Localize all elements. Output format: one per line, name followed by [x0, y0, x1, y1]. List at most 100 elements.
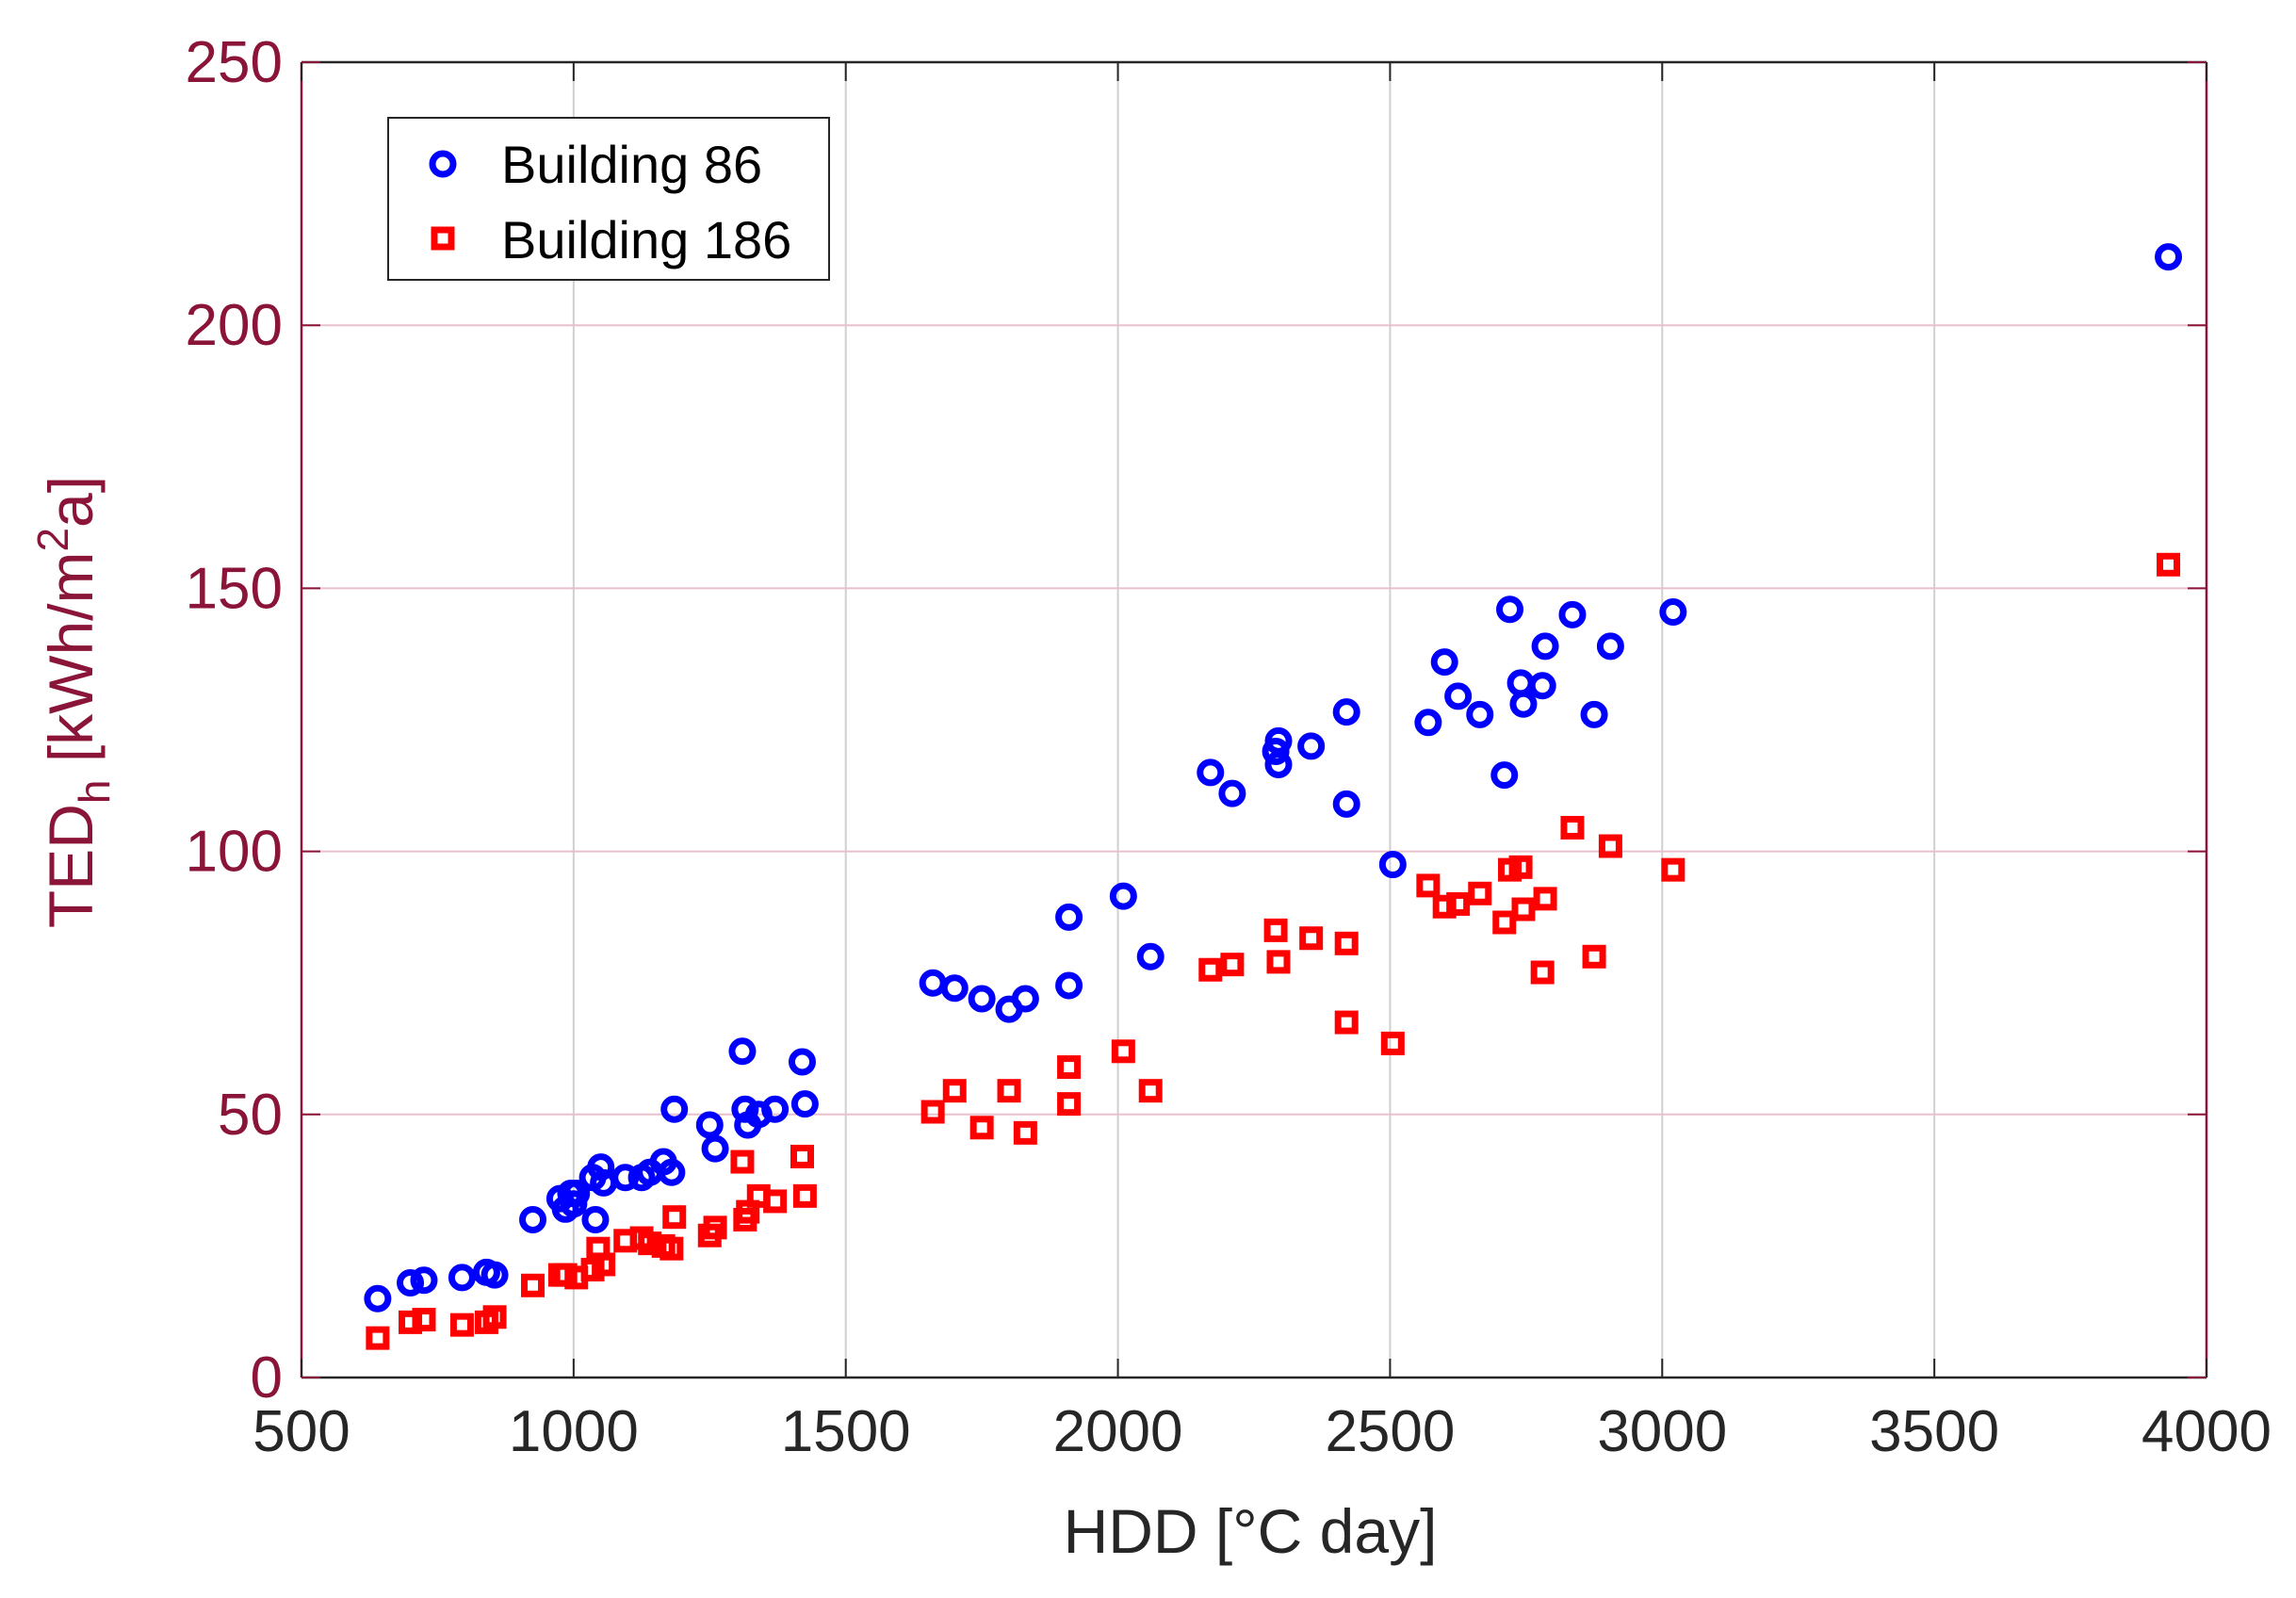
legend-label-building-186: Building 186	[501, 210, 791, 269]
data-point-building-186	[1416, 873, 1441, 898]
y-tick-label: 250	[186, 30, 283, 95]
data-point-building-186	[703, 1215, 727, 1240]
y-tick-label: 200	[186, 293, 283, 358]
data-point-building-86	[1332, 698, 1360, 726]
data-point-building-186	[1263, 918, 1288, 942]
data-point-building-186	[1111, 1039, 1135, 1064]
data-point-building-186	[1508, 855, 1533, 879]
data-point-building-186	[1380, 1031, 1405, 1055]
x-axis-ticks: 500 1000 1500 2000 2500 3000 3500 4000	[252, 62, 2272, 1464]
data-point-building-86	[1659, 598, 1687, 627]
data-point-building-86	[480, 1261, 509, 1289]
legend-label-building-86: Building 86	[501, 135, 762, 194]
x-tick-label: 2500	[1325, 1399, 1455, 1464]
data-point-building-86	[1580, 700, 1608, 728]
data-point-building-86	[519, 1205, 547, 1233]
x-tick-label: 4000	[2141, 1399, 2272, 1464]
data-point-building-186	[942, 1079, 967, 1103]
y-axis-label-unit-suffix: a]	[36, 476, 106, 528]
y-tick-label: 100	[186, 820, 283, 885]
data-point-building-186	[1334, 1010, 1359, 1035]
data-point-building-186	[449, 1313, 474, 1337]
x-axis-label: HDD [°C day]	[1064, 1496, 1438, 1566]
y-axis-label: TEDh [kWh/m2a]	[28, 476, 119, 928]
data-point-building-86	[2155, 243, 2183, 271]
data-point-building-86	[1531, 632, 1559, 660]
x-tick-label: 3000	[1597, 1399, 1727, 1464]
data-point-building-186	[1582, 944, 1606, 969]
data-point-building-186	[969, 1116, 994, 1140]
data-point-building-86	[410, 1266, 438, 1295]
data-point-building-186	[1432, 894, 1457, 919]
data-point-building-186	[521, 1273, 546, 1297]
data-points	[364, 243, 2183, 1350]
data-point-building-186	[790, 1144, 814, 1168]
legend-item-building-86: Building 86	[429, 135, 762, 194]
data-point-building-186	[366, 1326, 390, 1350]
data-point-building-186	[1598, 834, 1622, 858]
data-point-building-186	[1533, 887, 1557, 911]
y-axis-label-unit-prefix: [kWh/m	[36, 552, 106, 780]
data-point-building-86	[1378, 851, 1407, 879]
data-point-building-86	[1506, 669, 1535, 697]
y-axis-label-superscript: 2	[28, 528, 77, 552]
data-point-building-86	[1109, 882, 1137, 910]
y-axis-ticks: 0 50 100 150 200 250	[186, 30, 2206, 1410]
data-point-building-86	[790, 1090, 819, 1118]
data-point-building-86	[701, 1134, 729, 1163]
data-point-building-86	[1332, 790, 1360, 818]
data-point-building-186	[1511, 897, 1536, 921]
data-point-building-86	[1496, 595, 1524, 624]
data-point-building-86	[731, 1095, 759, 1123]
data-point-building-86	[1264, 750, 1293, 778]
data-point-building-86	[1466, 700, 1494, 728]
data-point-building-186	[1198, 957, 1223, 982]
data-point-building-86	[968, 985, 996, 1013]
data-point-building-186	[399, 1310, 423, 1334]
data-point-building-86	[1430, 648, 1458, 677]
axes	[300, 60, 2208, 1379]
legend: Building 86 Building 186	[387, 117, 830, 281]
data-point-building-86	[761, 1095, 790, 1123]
data-point-building-86	[581, 1205, 610, 1233]
data-point-building-86	[1055, 971, 1083, 1000]
data-point-building-186	[1013, 1120, 1037, 1145]
y-tick-label: 0	[251, 1345, 283, 1410]
data-point-building-186	[1334, 931, 1359, 955]
data-point-building-86	[1528, 672, 1556, 700]
data-point-building-86	[695, 1111, 724, 1139]
grid-lines	[301, 62, 2206, 1378]
x-tick-label: 500	[252, 1399, 350, 1464]
data-point-building-86	[658, 1158, 686, 1186]
x-tick-label: 1000	[509, 1399, 639, 1464]
data-point-building-186	[730, 1150, 755, 1174]
data-point-building-86	[1218, 779, 1246, 807]
data-point-building-186	[1560, 815, 1585, 840]
x-tick-label: 2000	[1053, 1399, 1183, 1464]
data-point-building-86	[1011, 985, 1039, 1013]
data-point-building-186	[920, 1100, 945, 1124]
data-point-building-86	[728, 1037, 757, 1066]
data-point-building-186	[1468, 881, 1492, 905]
data-point-building-186	[1266, 950, 1291, 974]
data-point-building-186	[1492, 910, 1517, 935]
legend-item-building-186: Building 186	[431, 210, 791, 269]
x-tick-label: 1500	[781, 1399, 911, 1464]
data-point-building-186	[1661, 857, 1685, 882]
data-point-building-186	[482, 1305, 507, 1329]
data-point-building-86	[611, 1164, 640, 1192]
data-point-building-186	[763, 1189, 788, 1214]
y-axis-label-main: TED	[36, 804, 106, 928]
data-point-building-186	[1057, 1092, 1082, 1117]
data-point-building-186	[1530, 960, 1555, 985]
data-point-building-186	[662, 1205, 687, 1230]
data-point-building-86	[1509, 690, 1538, 718]
data-point-building-86	[364, 1284, 392, 1313]
data-point-building-186	[412, 1308, 436, 1332]
data-point-building-186	[638, 1231, 662, 1256]
legend-marker-circle	[429, 150, 457, 178]
data-point-building-86	[1444, 682, 1473, 710]
data-point-building-86	[919, 969, 947, 997]
